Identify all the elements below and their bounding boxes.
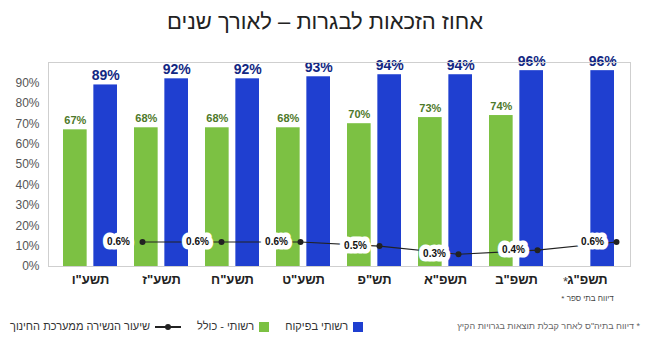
svg-text:50%: 50%	[15, 157, 39, 171]
svg-text:20%: 20%	[15, 219, 39, 233]
svg-text:תשע"ז: תשע"ז	[142, 272, 181, 287]
svg-text:תשע"ח: תשע"ח	[211, 272, 254, 287]
svg-text:73%: 73%	[419, 102, 441, 114]
svg-text:90%: 90%	[15, 76, 39, 90]
svg-text:*: *	[563, 274, 568, 289]
svg-text:94%: 94%	[376, 57, 405, 73]
svg-text:0.5%: 0.5%	[344, 240, 367, 251]
svg-text:תש"פ: תש"פ	[357, 272, 391, 287]
svg-text:68%: 68%	[206, 112, 228, 124]
svg-text:תשפ"ג: תשפ"ג	[567, 272, 607, 287]
svg-text:70%: 70%	[15, 117, 39, 131]
svg-text:96%: 96%	[518, 53, 547, 69]
html-text:* דיווח בתיה"ס לאחר קבלת תוצאו: * דיווח בתיה"ס לאחר קבלת תוצאות בגרויות …	[457, 321, 640, 331]
svg-text:67%: 67%	[64, 114, 86, 126]
svg-text:96%: 96%	[589, 53, 618, 69]
svg-text:70%: 70%	[348, 108, 370, 120]
svg-text:74%: 74%	[490, 100, 512, 112]
svg-text:92%: 92%	[234, 61, 263, 77]
svg-text:תשע"ו: תשע"ו	[72, 272, 110, 287]
svg-text:תשע"ט: תשע"ט	[282, 272, 325, 287]
html-text:אחוז הזכאות לבגרות – לאורך שני: אחוז הזכאות לבגרות – לאורך שנים	[167, 9, 483, 34]
svg-text:92%: 92%	[163, 61, 192, 77]
svg-text:0.4%: 0.4%	[502, 244, 525, 255]
svg-text:0.6%: 0.6%	[581, 236, 604, 247]
svg-text:תשפ"ב: תשפ"ב	[495, 272, 538, 287]
svg-text:0.6%: 0.6%	[186, 236, 209, 247]
svg-text:40%: 40%	[15, 178, 39, 192]
svg-text:0.3%: 0.3%	[423, 248, 446, 259]
svg-text:0.6%: 0.6%	[265, 236, 288, 247]
svg-text:80%: 80%	[15, 96, 39, 110]
svg-text:93%: 93%	[305, 59, 334, 75]
svg-text:* דיווח בתי ספר: * דיווח בתי ספר	[561, 294, 614, 303]
svg-text:68%: 68%	[277, 112, 299, 124]
html-text:רשותי בפיקוח: רשותי בפיקוח	[285, 320, 349, 332]
svg-text:94%: 94%	[447, 57, 476, 73]
html-text:שיעור הנשירה ממערכת החינוך: שיעור הנשירה ממערכת החינוך	[10, 320, 150, 332]
html-text:רשותי - כולל: רשותי - כולל	[197, 320, 255, 332]
svg-text:0%: 0%	[22, 259, 40, 273]
svg-text:0.6%: 0.6%	[107, 236, 130, 247]
svg-text:89%: 89%	[92, 67, 121, 83]
svg-text:60%: 60%	[15, 137, 39, 151]
svg-text:10%: 10%	[15, 239, 39, 253]
svg-text:68%: 68%	[135, 112, 157, 124]
svg-text:30%: 30%	[15, 198, 39, 212]
svg-text:תשפ"א: תשפ"א	[424, 272, 467, 287]
